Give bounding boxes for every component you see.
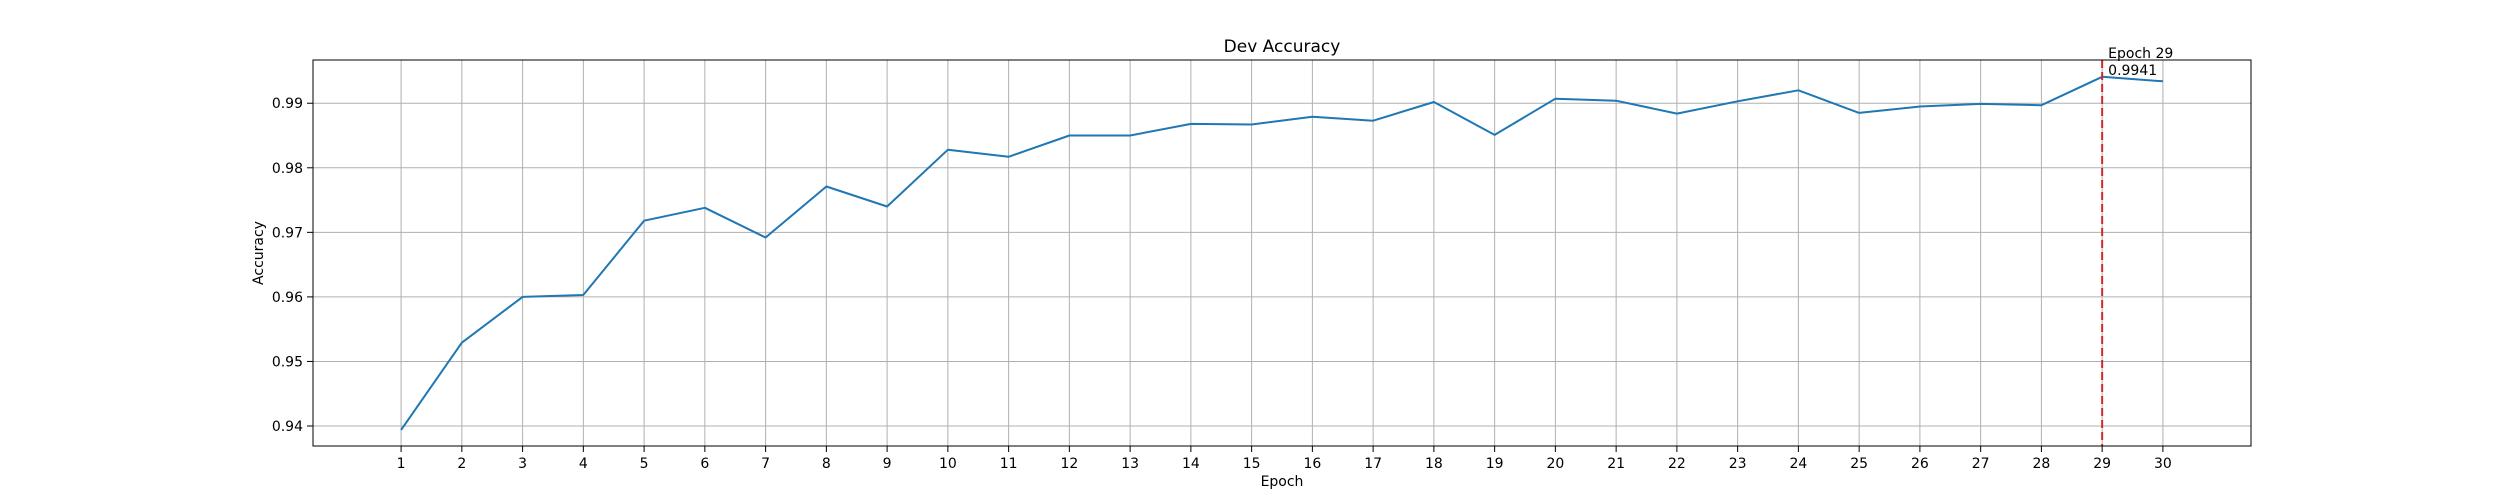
x-tick-label: 5 [640, 456, 649, 472]
x-tick-label: 14 [1182, 456, 1200, 472]
x-tick-label: 3 [518, 456, 527, 472]
x-axis-ticks: 1 2 3 4 5 6 7 8 9 10 11 12 13 14 15 16 17 18 19 20 21 22 23 24 2… [397, 446, 2172, 472]
x-tick-label: 24 [1789, 456, 1807, 472]
x-tick-label: 19 [1486, 456, 1504, 472]
x-tick-label: 16 [1303, 456, 1321, 472]
x-axis-label: Epoch [1261, 474, 1304, 490]
x-tick-label: 4 [579, 456, 588, 472]
y-axis-label: Accuracy [251, 221, 267, 285]
x-tick-label: 26 [1911, 456, 1929, 472]
best-accuracy-label: 0.9941 [2108, 63, 2157, 79]
x-tick-label: 10 [939, 456, 957, 472]
x-tick-label: 28 [2032, 456, 2050, 472]
accuracy-series-line [400, 75, 2163, 431]
x-tick-label: 2 [457, 456, 466, 472]
y-tick-label: 0.99 [272, 96, 303, 112]
y-tick-label: 0.96 [272, 290, 303, 306]
y-tick-label: 0.98 [272, 161, 303, 177]
x-tick-label: 9 [883, 456, 892, 472]
chart-title: Dev Accuracy [1224, 37, 1341, 57]
x-tick-label: 20 [1546, 456, 1564, 472]
x-tick-label: 7 [761, 456, 770, 472]
y-axis-ticks: 0.94 0.95 0.96 0.97 0.98 0.99 [272, 96, 313, 435]
y-tick-label: 0.94 [272, 419, 303, 435]
plot-frame [312, 59, 2252, 447]
plot-marks [400, 60, 2163, 446]
x-tick-label: 22 [1668, 456, 1686, 472]
x-tick-label: 23 [1729, 456, 1747, 472]
x-tick-label: 8 [822, 456, 831, 472]
x-tick-label: 29 [2093, 456, 2111, 472]
x-tick-label: 21 [1607, 456, 1625, 472]
x-tick-label: 6 [700, 456, 709, 472]
x-tick-label: 12 [1060, 456, 1078, 472]
x-tick-label: 30 [2154, 456, 2172, 472]
x-tick-label: 25 [1850, 456, 1868, 472]
y-tick-label: 0.97 [272, 225, 303, 241]
grid-lines [313, 60, 2251, 446]
best-epoch-label: Epoch 29 [2108, 46, 2173, 62]
x-tick-label: 11 [1000, 456, 1018, 472]
y-tick-label: 0.95 [272, 354, 303, 370]
x-tick-label: 15 [1243, 456, 1261, 472]
x-tick-label: 13 [1121, 456, 1139, 472]
x-tick-label: 18 [1425, 456, 1443, 472]
x-tick-label: 27 [1972, 456, 1990, 472]
x-tick-label: 1 [397, 456, 406, 472]
x-tick-label: 17 [1364, 456, 1382, 472]
